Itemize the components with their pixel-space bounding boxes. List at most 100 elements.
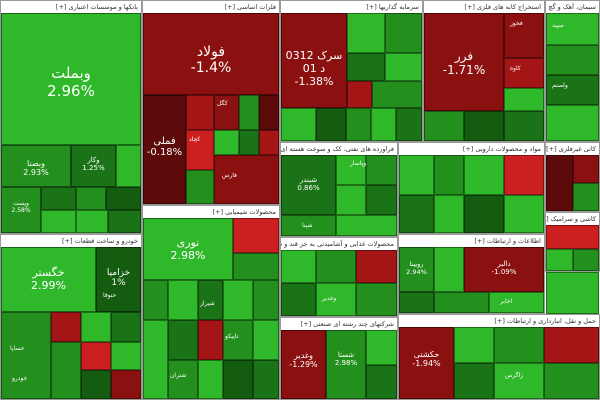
stock-tile[interactable]	[186, 130, 214, 170]
stock-tile[interactable]	[385, 13, 422, 53]
stock-tile[interactable]	[253, 360, 279, 399]
stock-tile[interactable]	[347, 81, 372, 108]
stock-tile[interactable]	[504, 58, 544, 88]
stock-tile[interactable]	[239, 95, 259, 130]
stock-tile[interactable]	[223, 320, 253, 360]
stock-tile[interactable]	[546, 249, 573, 271]
stock-tile[interactable]	[168, 280, 198, 320]
stock-tile[interactable]	[371, 108, 396, 141]
stock-tile[interactable]	[544, 327, 599, 363]
stock-tile-khazamia[interactable]: خزامیا 1%	[96, 247, 141, 312]
stock-tile[interactable]	[464, 195, 504, 233]
stock-tile[interactable]	[546, 45, 599, 75]
stock-tile[interactable]	[239, 130, 259, 155]
stock-tile-saras[interactable]: سرک 0312 د 01 -1.38%	[281, 13, 347, 108]
stock-tile[interactable]	[347, 53, 385, 81]
stock-tile[interactable]	[253, 320, 279, 360]
stock-tile[interactable]	[214, 130, 239, 155]
stock-tile[interactable]	[259, 95, 279, 130]
stock-tile[interactable]	[434, 155, 464, 195]
stock-tile[interactable]	[489, 292, 544, 313]
stock-tile[interactable]	[143, 320, 168, 399]
stock-tile[interactable]	[253, 280, 279, 320]
stock-tile[interactable]	[494, 363, 544, 399]
stock-tile[interactable]	[198, 280, 223, 320]
stock-tile[interactable]	[316, 250, 356, 283]
stock-tile[interactable]	[356, 283, 397, 316]
stock-tile[interactable]	[464, 155, 504, 195]
stock-tile[interactable]	[51, 342, 81, 399]
stock-tile[interactable]	[214, 155, 279, 204]
stock-tile-khegostar[interactable]: خگستر 2.99%	[1, 247, 96, 312]
stock-tile[interactable]	[372, 81, 422, 108]
stock-tile[interactable]	[76, 210, 108, 233]
stock-tile[interactable]	[399, 292, 434, 313]
stock-tile[interactable]	[316, 108, 346, 141]
stock-tile-foolad[interactable]: فولاد -1.4%	[143, 13, 279, 95]
stock-tile[interactable]	[259, 130, 279, 155]
stock-tile[interactable]	[214, 95, 239, 130]
stock-tile[interactable]	[366, 330, 397, 365]
stock-tile-farr[interactable]: فرر -1.71%	[424, 13, 504, 111]
stock-tile[interactable]	[81, 342, 111, 370]
stock-tile[interactable]	[111, 342, 141, 370]
stock-tile[interactable]	[51, 312, 81, 342]
stock-tile[interactable]	[424, 111, 464, 141]
stock-tile[interactable]	[399, 155, 434, 195]
stock-tile[interactable]	[573, 183, 599, 211]
stock-tile[interactable]	[116, 145, 141, 187]
stock-tile[interactable]	[385, 53, 422, 81]
stock-tile[interactable]	[434, 247, 464, 292]
stock-tile[interactable]	[546, 272, 599, 314]
stock-tile[interactable]	[111, 370, 141, 399]
stock-tile-shesta[interactable]: شستا 2.98%	[326, 330, 366, 399]
stock-tile[interactable]	[366, 185, 397, 215]
stock-tile[interactable]	[111, 312, 141, 342]
stock-tile[interactable]	[108, 210, 141, 233]
stock-tile[interactable]	[223, 360, 253, 399]
stock-tile[interactable]	[281, 250, 316, 283]
stock-tile[interactable]	[434, 195, 464, 233]
stock-tile-vsina[interactable]: وبصنا 2.93%	[1, 145, 71, 187]
stock-tile[interactable]	[76, 187, 106, 210]
stock-tile[interactable]	[233, 253, 279, 280]
stock-tile[interactable]	[504, 13, 544, 58]
stock-tile[interactable]	[573, 155, 599, 183]
stock-tile[interactable]	[464, 111, 504, 141]
stock-tile-vkar[interactable]: وکار 1.25%	[71, 145, 116, 187]
stock-tile[interactable]	[198, 360, 223, 399]
stock-tile[interactable]	[198, 320, 223, 360]
stock-tile[interactable]	[1, 312, 51, 399]
stock-tile[interactable]	[546, 155, 573, 211]
stock-tile[interactable]	[316, 283, 356, 316]
stock-tile-noori[interactable]: نوری 2.98%	[143, 218, 233, 280]
stock-tile[interactable]	[186, 170, 214, 204]
stock-tile[interactable]	[504, 88, 544, 111]
stock-tile[interactable]	[494, 327, 544, 363]
stock-tile[interactable]	[168, 360, 198, 399]
stock-tile-shabandar[interactable]: شبندر 0.86%	[281, 155, 336, 215]
stock-tile[interactable]	[454, 363, 494, 399]
stock-tile[interactable]	[81, 370, 111, 399]
stock-tile-vbemellat[interactable]: وبملت 2.96%	[1, 13, 141, 145]
stock-tile[interactable]	[281, 108, 316, 141]
stock-tile[interactable]	[281, 215, 336, 236]
stock-tile-ghadir[interactable]: وغدیر -1.29%	[281, 330, 326, 399]
stock-tile-fameli[interactable]: فملی -0.18%	[143, 95, 186, 204]
stock-tile[interactable]	[544, 363, 599, 399]
stock-tile[interactable]	[186, 95, 214, 130]
stock-tile[interactable]	[504, 195, 544, 233]
stock-tile[interactable]	[396, 108, 422, 141]
stock-tile[interactable]	[336, 155, 366, 185]
stock-tile[interactable]	[336, 185, 366, 215]
stock-tile[interactable]	[573, 249, 599, 271]
stock-tile[interactable]	[143, 280, 168, 320]
stock-tile[interactable]	[434, 292, 489, 313]
stock-tile[interactable]	[366, 155, 397, 185]
stock-tile[interactable]	[41, 187, 76, 210]
stock-tile[interactable]	[106, 187, 141, 210]
stock-tile[interactable]	[233, 218, 279, 253]
stock-tile-vpost[interactable]: وپست 2.58%	[1, 187, 41, 233]
stock-tile-roubina[interactable]: رویینا 2.94%	[399, 247, 434, 292]
stock-tile[interactable]	[223, 280, 253, 320]
